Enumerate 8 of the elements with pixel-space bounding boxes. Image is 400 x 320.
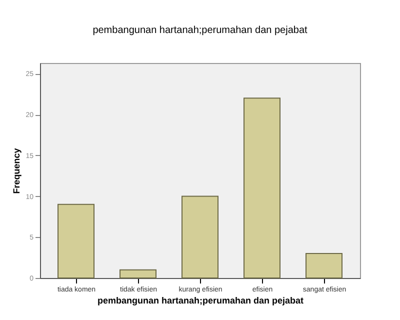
bar bbox=[244, 98, 280, 278]
bar bbox=[120, 269, 156, 278]
x-axis-title: pembangunan hartanah;perumahan dan pejabat bbox=[97, 296, 304, 306]
chart-title: pembangunan hartanah;perumahan dan pejabat bbox=[92, 25, 308, 36]
bar bbox=[58, 204, 94, 278]
bar bbox=[182, 196, 218, 278]
bar bbox=[306, 252, 342, 278]
y-axis-title: Frequency bbox=[12, 148, 22, 194]
